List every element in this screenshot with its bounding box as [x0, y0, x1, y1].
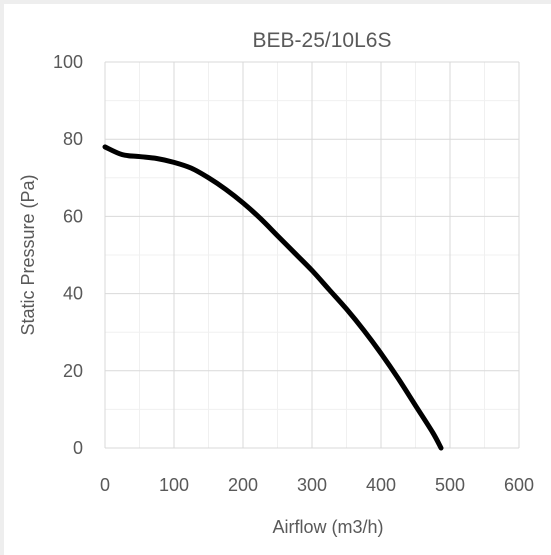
- x-tick-label: 200: [228, 475, 258, 495]
- y-axis-label: Static Pressure (Pa): [18, 174, 38, 335]
- major-gridlines: [104, 61, 520, 449]
- x-tick-label: 500: [435, 475, 465, 495]
- y-tick-label: 20: [63, 361, 83, 381]
- y-tick-label: 60: [63, 206, 83, 226]
- x-tick-labels: 0 100 200 300 400 500 600: [100, 475, 534, 495]
- chart-title: BEB-25/10L6S: [253, 29, 392, 52]
- x-tick-label: 100: [159, 475, 189, 495]
- series-line: [102, 144, 444, 451]
- left-edge-band: [0, 0, 4, 555]
- x-tick-label: 0: [100, 475, 110, 495]
- y-tick-label: 80: [63, 129, 83, 149]
- y-tick-labels: 0 20 40 60 80 100: [53, 52, 83, 458]
- x-axis-label: Airflow (m3/h): [272, 517, 383, 537]
- series-layer: [102, 144, 444, 451]
- y-tick-label: 100: [53, 52, 83, 72]
- top-edge-band: [0, 0, 551, 4]
- y-tick-label: 0: [73, 438, 83, 458]
- x-tick-label: 400: [366, 475, 396, 495]
- x-tick-label: 300: [297, 475, 327, 495]
- y-tick-label: 40: [63, 284, 83, 304]
- x-tick-label: 600: [504, 475, 534, 495]
